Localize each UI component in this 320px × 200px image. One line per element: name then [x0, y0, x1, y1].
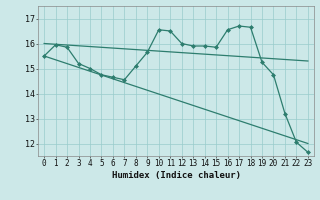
X-axis label: Humidex (Indice chaleur): Humidex (Indice chaleur) [111, 171, 241, 180]
